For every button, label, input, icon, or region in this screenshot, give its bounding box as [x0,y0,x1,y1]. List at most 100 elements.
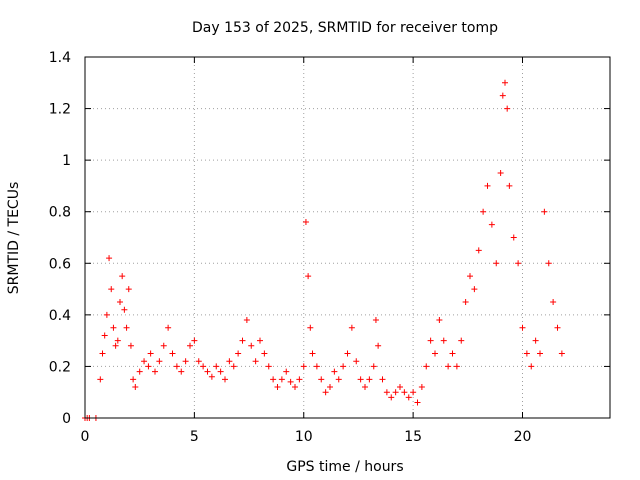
y-tick-label: 1.2 [49,102,71,118]
x-axis-label: GPS time / hours [286,459,403,475]
data-point [178,368,185,375]
data-point [475,247,482,254]
data-point [278,376,285,383]
data-point [405,394,412,401]
data-point [510,234,517,241]
data-point [230,363,237,370]
data-point [410,389,417,396]
data-point [440,337,447,344]
data-point [152,368,158,375]
y-tick-label: 0.6 [49,256,71,272]
data-point [239,337,246,344]
data-point [165,324,172,331]
data-point [213,363,220,370]
grid [85,57,610,418]
data-point [119,273,126,280]
data-point [519,324,526,331]
data-point [204,368,211,375]
data-point [117,298,123,305]
data-point [191,337,198,344]
x-tick-label: 10 [295,429,313,445]
data-point [331,368,338,375]
data-point [147,350,154,357]
data-point [344,350,351,357]
data-point [467,273,473,280]
data-point [110,324,117,331]
data-point [401,389,408,396]
y-tick-label: 0 [62,411,71,427]
data-point [480,208,487,215]
data-point [270,376,277,383]
data-point [292,384,298,391]
axis-ticks: 0 5 10 15 20 0 0.2 0.4 0.6 0.8 1 1.2 1.4 [49,50,610,445]
data-point [532,337,539,344]
data-point [108,286,115,293]
data-point [318,376,325,383]
data-point [322,389,329,396]
data-point [141,358,148,365]
data-point [200,363,207,370]
x-tick-label: 15 [404,429,422,445]
y-tick-label: 0.8 [49,205,71,221]
data-point [423,363,430,370]
data-point [226,358,233,365]
data-point [106,255,113,262]
y-tick-label: 0.4 [49,308,71,324]
data-point [523,350,530,357]
y-axis-label: SRMTID / TECUs [6,182,22,295]
data-point [348,324,355,331]
data-point [471,286,478,293]
data-point [327,384,333,391]
data-point [195,358,202,365]
x-tick-label: 5 [190,429,199,445]
data-point [208,373,215,380]
data-point [173,363,180,370]
data-point [554,324,561,331]
data-point [375,342,382,349]
data-point [101,332,108,339]
data-point [502,79,508,86]
data-point [182,358,189,365]
data-point [169,350,176,357]
plot-frame [84,56,611,419]
data-point [366,376,373,383]
data-point [383,389,390,396]
data-point [436,317,443,324]
data-point [484,182,491,189]
data-point [488,221,495,228]
data-point [112,342,119,349]
data-point [449,350,456,357]
data-point [515,260,522,267]
data-point [287,378,294,385]
y-tick-label: 0.2 [49,359,71,375]
data-point [305,273,312,280]
data-point [497,170,504,177]
data-point [121,306,128,313]
data-point [357,376,364,383]
data-point [453,363,460,370]
data-point [362,384,368,391]
data-point [353,358,360,365]
data-point [445,363,452,370]
data-point [372,317,379,324]
data-point [123,324,130,331]
data-point [550,298,557,305]
data-point [418,384,425,391]
data-point [274,384,281,391]
data-point [458,337,465,344]
data-point [541,208,548,215]
data-point [370,363,377,370]
data-point [127,342,134,349]
data-point [309,350,316,357]
data-point [156,358,163,365]
data-point [432,350,438,357]
data-point [132,384,139,391]
data-point [160,342,167,349]
data-point [313,363,320,370]
data-point [307,324,314,331]
data-point [335,376,342,383]
data-point [248,342,255,349]
data-point [388,394,395,401]
